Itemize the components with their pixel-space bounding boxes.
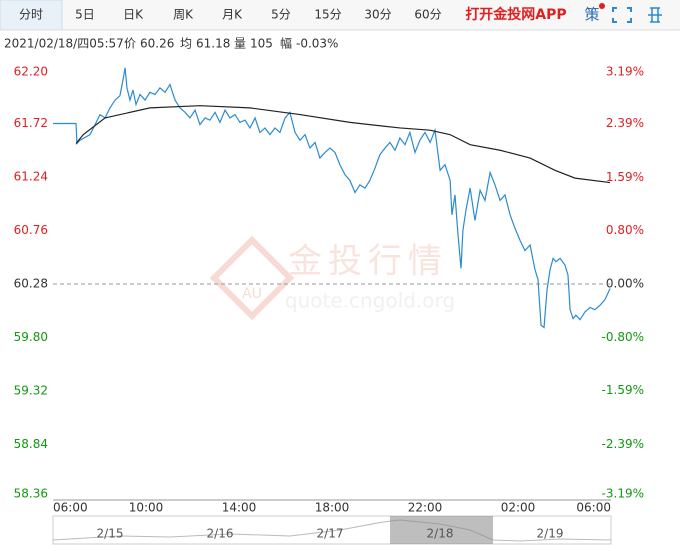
series-line xyxy=(75,105,611,184)
navigator-label: 2/17 xyxy=(317,527,344,541)
toolbar xyxy=(0,0,680,30)
info-label: 量 xyxy=(234,37,246,51)
tab[interactable]: 5日 xyxy=(75,8,95,22)
tab[interactable]: 60分 xyxy=(414,8,441,22)
navigator-label: 2/18 xyxy=(427,527,454,541)
y2-tick-label: -2.39% xyxy=(602,437,644,451)
x-tick-label: 14:00 xyxy=(222,501,257,515)
tab[interactable]: 5分 xyxy=(271,8,291,22)
x-tick-label: 06:00 xyxy=(576,501,611,515)
settings-icon[interactable] xyxy=(648,7,662,23)
info-label: 幅 xyxy=(280,36,292,51)
y2-tick-label: -0.80% xyxy=(602,330,644,344)
y-tick-label: 62.20 xyxy=(14,65,48,79)
y2-tick-label: 3.19% xyxy=(606,65,644,79)
navigator-label: 2/15 xyxy=(97,527,124,541)
x-tick-label: 18:00 xyxy=(315,501,350,515)
tab[interactable]: 30分 xyxy=(364,8,391,22)
y2-tick-label: 0.00% xyxy=(606,277,644,291)
fullscreen-icon[interactable] xyxy=(612,7,632,23)
info-value: -0.03% xyxy=(296,37,338,51)
y2-tick-label: 2.39% xyxy=(606,116,644,130)
tab[interactable]: 分时 xyxy=(19,8,43,22)
y2-tick-label: -3.19% xyxy=(602,487,644,501)
x-tick-label: 02:00 xyxy=(501,501,536,515)
active-tab-bg xyxy=(0,0,63,31)
y-tick-label: 58.36 xyxy=(14,487,48,501)
x-tick-label: 10:00 xyxy=(129,501,164,515)
y-tick-label: 59.32 xyxy=(14,384,48,398)
tab[interactable]: 15分 xyxy=(314,8,341,22)
info-value: 60.26 xyxy=(140,37,174,51)
x-tick-label: 22:00 xyxy=(408,501,443,515)
y-tick-label: 60.28 xyxy=(14,277,48,291)
info-label: 价 xyxy=(124,37,136,51)
navigator-label: 2/16 xyxy=(207,527,234,541)
y-tick-label: 60.76 xyxy=(14,223,48,237)
tab[interactable]: 周K xyxy=(173,8,194,22)
y-tick-label: 58.84 xyxy=(14,437,48,451)
tabs: 分时 5日 日K 周K 月K 5分 15分 30分 60分 xyxy=(19,8,442,22)
navigator-window[interactable] xyxy=(390,516,493,544)
info-line: 2021/02/18/四05:57 价 60.26 均 61.18 量 105 … xyxy=(4,36,338,51)
strategy-button[interactable]: 策 xyxy=(584,6,599,24)
y2-tick-label: -1.59% xyxy=(602,383,644,397)
watermark-url: quote.cngold.org xyxy=(285,289,455,313)
info-label: 均 xyxy=(180,37,192,51)
navigator-labels: 2/15 2/16 2/17 2/18 2/19 xyxy=(97,527,564,541)
tab[interactable]: 日K xyxy=(123,8,144,22)
y-tick-label: 61.24 xyxy=(14,170,48,184)
series-line xyxy=(53,67,611,329)
info-value: 61.18 xyxy=(196,37,230,51)
app-link[interactable]: 打开金投网APP xyxy=(465,6,566,23)
watermark-logo xyxy=(209,235,295,321)
watermark-brand: 金投行情 xyxy=(288,242,448,282)
x-tick-label: 06:00 xyxy=(53,501,88,515)
watermark: AU 金投行情 quote.cngold.org xyxy=(209,235,455,321)
badge-dot xyxy=(599,3,605,9)
tab[interactable]: 月K xyxy=(222,8,243,22)
y2-tick-label: 1.59% xyxy=(606,170,644,184)
y-tick-label: 59.80 xyxy=(14,330,48,344)
navigator[interactable] xyxy=(52,515,612,545)
y2-tick-label: 0.80% xyxy=(606,223,644,237)
y-tick-label: 61.72 xyxy=(14,116,48,130)
info-value: 105 xyxy=(250,37,273,51)
navigator-label: 2/19 xyxy=(537,527,564,541)
watermark-logo-text: AU xyxy=(242,286,262,302)
info-datetime: 2021/02/18/四05:57 xyxy=(4,37,124,51)
